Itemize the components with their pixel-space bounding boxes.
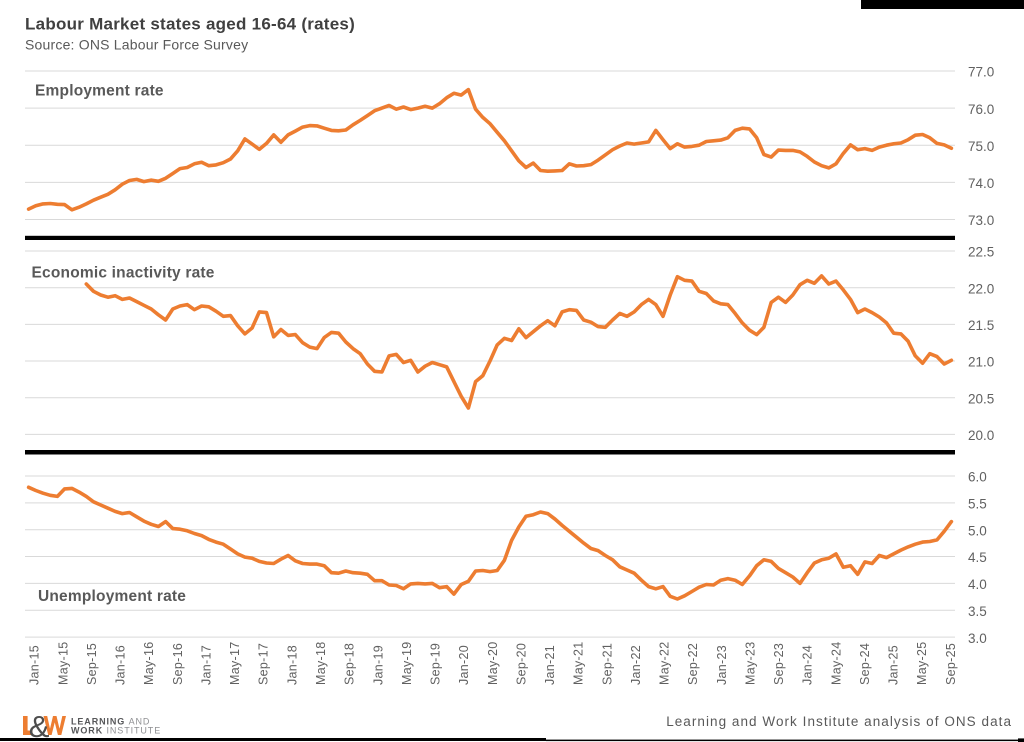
- svg-text:May-18: May-18: [314, 642, 328, 685]
- svg-text:LEARNING AND: LEARNING AND: [71, 716, 150, 726]
- svg-text:20.0: 20.0: [968, 428, 994, 443]
- svg-text:Sep-22: Sep-22: [686, 643, 700, 685]
- svg-text:Employment rate: Employment rate: [35, 83, 164, 100]
- svg-text:22.0: 22.0: [968, 281, 994, 296]
- svg-text:21.5: 21.5: [968, 318, 994, 333]
- svg-text:May-19: May-19: [400, 642, 414, 685]
- svg-text:May-22: May-22: [658, 642, 672, 685]
- svg-text:Jan-25: Jan-25: [887, 645, 901, 685]
- svg-text:4.5: 4.5: [968, 550, 987, 565]
- svg-text:76.0: 76.0: [968, 102, 994, 117]
- svg-text:Sep-17: Sep-17: [257, 643, 271, 685]
- svg-text:22.5: 22.5: [968, 245, 994, 260]
- svg-text:May-24: May-24: [829, 642, 843, 685]
- svg-text:Jan-20: Jan-20: [457, 645, 471, 685]
- svg-text:Sep-16: Sep-16: [171, 643, 185, 685]
- svg-text:Jan-19: Jan-19: [371, 645, 385, 685]
- svg-text:Source: ONS Labour Force Surve: Source: ONS Labour Force Survey: [25, 37, 248, 53]
- svg-text:6.0: 6.0: [968, 470, 987, 485]
- svg-text:3.0: 3.0: [968, 631, 987, 646]
- svg-text:Sep-21: Sep-21: [600, 643, 614, 685]
- svg-text:Sep-19: Sep-19: [429, 643, 443, 685]
- svg-text:5.5: 5.5: [968, 497, 987, 512]
- svg-text:Jan-24: Jan-24: [801, 645, 815, 685]
- svg-text:Jan-21: Jan-21: [543, 645, 557, 685]
- svg-text:Jan-15: Jan-15: [28, 645, 42, 685]
- svg-text:20.5: 20.5: [968, 391, 994, 406]
- svg-text:Jan-22: Jan-22: [629, 645, 643, 685]
- svg-text:3.5: 3.5: [968, 604, 987, 619]
- svg-text:74.0: 74.0: [968, 176, 994, 191]
- svg-text:Jan-18: Jan-18: [285, 645, 299, 685]
- svg-text:&: &: [29, 709, 50, 742]
- svg-text:May-21: May-21: [572, 642, 586, 685]
- svg-text:Labour Market states aged 16-6: Labour Market states aged 16-64 (rates): [25, 15, 355, 34]
- svg-text:Economic inactivity rate: Economic inactivity rate: [32, 265, 215, 282]
- svg-text:WORK INSTITUTE: WORK INSTITUTE: [71, 726, 161, 736]
- svg-text:Jan-16: Jan-16: [114, 645, 128, 685]
- svg-text:4.0: 4.0: [968, 577, 987, 592]
- svg-text:5.0: 5.0: [968, 523, 987, 538]
- svg-text:77.0: 77.0: [968, 65, 994, 80]
- svg-text:May-23: May-23: [744, 642, 758, 685]
- svg-text:Jan-17: Jan-17: [200, 645, 214, 685]
- svg-text:Learning and Work Institute an: Learning and Work Institute analysis of …: [666, 714, 1012, 729]
- svg-text:May-16: May-16: [142, 642, 156, 685]
- svg-text:Unemployment rate: Unemployment rate: [38, 588, 186, 605]
- svg-text:Sep-24: Sep-24: [858, 643, 872, 685]
- svg-text:Sep-18: Sep-18: [343, 643, 357, 685]
- svg-text:May-25: May-25: [915, 642, 929, 685]
- svg-text:73.0: 73.0: [968, 213, 994, 228]
- svg-text:Sep-15: Sep-15: [85, 643, 99, 685]
- svg-text:Sep-20: Sep-20: [514, 643, 528, 685]
- svg-text:May-17: May-17: [228, 642, 242, 685]
- svg-text:May-15: May-15: [56, 642, 70, 685]
- svg-text:75.0: 75.0: [968, 139, 994, 154]
- svg-text:Sep-23: Sep-23: [772, 643, 786, 685]
- svg-text:Jan-23: Jan-23: [715, 645, 729, 685]
- svg-text:21.0: 21.0: [968, 355, 994, 370]
- svg-text:Sep-25: Sep-25: [944, 643, 958, 685]
- svg-text:May-20: May-20: [486, 642, 500, 685]
